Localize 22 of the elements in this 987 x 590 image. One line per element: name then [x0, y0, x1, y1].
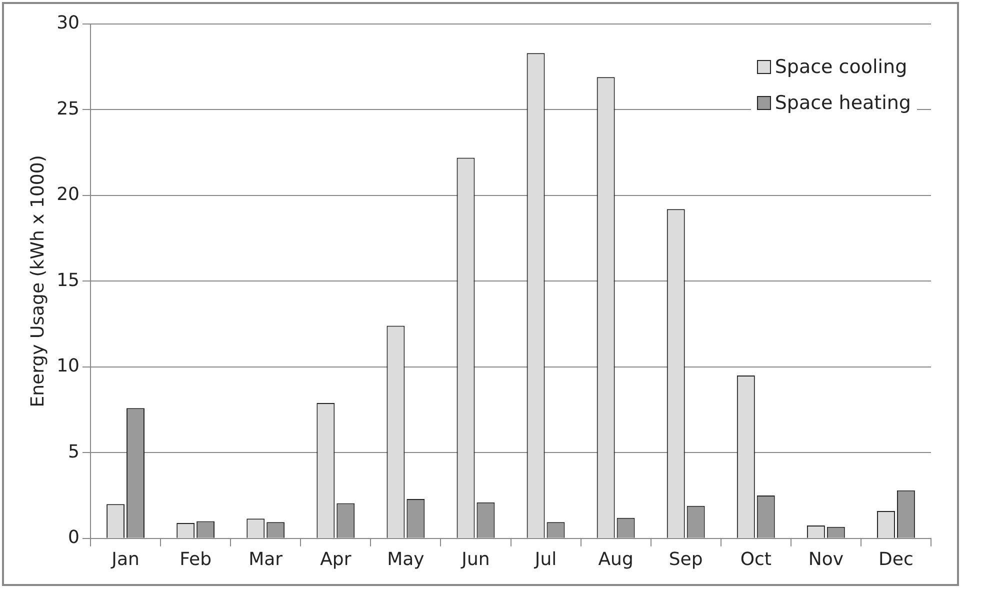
y-tick-label: 25 — [56, 98, 80, 120]
y-tick-label: 10 — [56, 356, 80, 377]
x-tick-label: Feb — [180, 548, 212, 570]
x-tick-label: Jun — [460, 548, 490, 570]
y-tick-label: 15 — [56, 270, 80, 291]
x-tick-label: Jul — [534, 548, 557, 570]
y-tick-label: 30 — [56, 12, 80, 34]
x-tick-label: Dec — [878, 548, 914, 570]
y-tick-label: 0 — [68, 527, 80, 548]
y-tick-label: 5 — [68, 441, 80, 462]
legend-label: Space cooling — [774, 56, 908, 78]
y-axis-title: Energy Usage (kWh x 1000) — [27, 155, 48, 408]
x-tick-label: Apr — [320, 548, 352, 570]
x-tick-label: Mar — [248, 548, 284, 570]
x-tick-label: Jan — [110, 548, 140, 570]
y-tick-label: 20 — [56, 184, 80, 206]
x-tick-label: Nov — [808, 548, 844, 570]
x-tick-label: Oct — [740, 548, 772, 570]
x-tick-label: May — [387, 548, 425, 570]
legend-label: Space heating — [774, 92, 911, 114]
x-tick-label: Aug — [598, 548, 634, 570]
x-tick-label: Sep — [668, 548, 703, 570]
